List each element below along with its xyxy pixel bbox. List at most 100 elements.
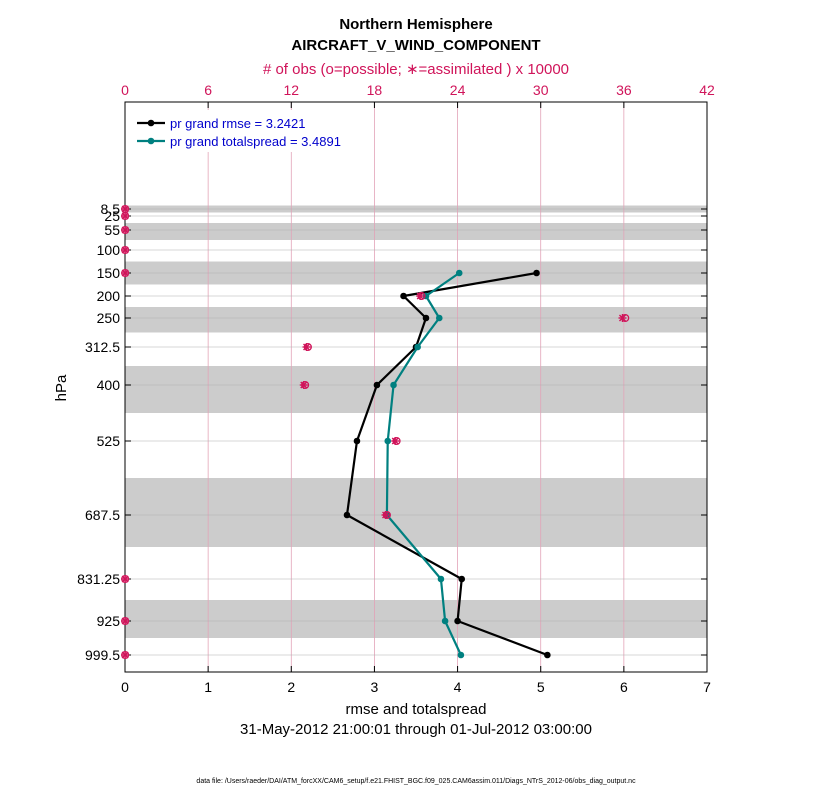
spread-point — [455, 269, 463, 277]
top-tick-label: 42 — [699, 82, 715, 98]
x-tick-label: 2 — [287, 679, 295, 695]
obs-assimilated-marker — [121, 269, 130, 277]
x-tick-label: 1 — [204, 679, 212, 695]
rmse-point — [343, 511, 351, 519]
y-tick-label: 400 — [97, 377, 121, 393]
rmse-point — [458, 575, 466, 583]
chart-subtitle: AIRCRAFT_V_WIND_COMPONENT — [291, 37, 540, 54]
y-tick-label: 8.5 — [101, 201, 121, 217]
rmse-point — [373, 381, 381, 389]
top-tick-label: 30 — [533, 82, 549, 98]
legend-spread-marker — [147, 137, 155, 145]
obs-star-stroke — [303, 343, 311, 351]
y-tick-label: 55 — [104, 222, 120, 238]
y-tick-label: 925 — [97, 613, 121, 629]
obs-assimilated-marker — [121, 205, 130, 213]
x-tick-label: 4 — [454, 679, 462, 695]
rmse-point — [544, 651, 551, 659]
rmse-point — [533, 269, 540, 277]
y-tick-label: 100 — [97, 242, 121, 258]
y-tick-label: 150 — [97, 265, 121, 281]
x-tick-label: 7 — [703, 679, 711, 695]
obs-assimilated-marker — [121, 617, 130, 625]
rmse-point — [400, 292, 407, 300]
level-band — [125, 307, 707, 333]
level-band — [125, 223, 707, 240]
obs-star-stroke — [416, 292, 424, 300]
x-axis-ticks: 0 1 2 3 4 5 6 7 — [121, 666, 711, 695]
top-tick-label: 18 — [367, 82, 383, 98]
obs-assimilated-marker — [121, 226, 130, 234]
obs-star-stroke — [121, 246, 129, 254]
spread-point — [437, 575, 445, 583]
obs-star-stroke — [618, 314, 626, 322]
obs-star-stroke — [382, 511, 390, 519]
x-tick-label: 3 — [371, 679, 379, 695]
y-axis-label: hPa — [53, 374, 70, 401]
obs-assimilated-marker — [121, 212, 130, 220]
top-axis-ticks: 0 6 12 18 24 30 36 42 — [121, 82, 715, 108]
level-band — [125, 478, 707, 547]
y-tick-label: 312.5 — [85, 339, 120, 355]
rmse-point — [422, 314, 430, 322]
obs-assimilated-marker — [299, 381, 308, 389]
legend-rmse-marker — [147, 119, 155, 127]
top-tick-label: 6 — [204, 82, 212, 98]
obs-assimilated-marker — [302, 343, 311, 351]
level-lines — [125, 208, 707, 656]
obs-assimilated-marker — [121, 246, 130, 254]
y-tick-label: 25 — [104, 208, 120, 224]
y-tick-label: 831.25 — [77, 571, 120, 587]
spread-point — [384, 437, 392, 445]
y-tick-label: 250 — [97, 310, 121, 326]
obs-star-stroke — [121, 617, 129, 625]
x-tick-label: 0 — [121, 679, 129, 695]
rmse-point — [454, 617, 461, 625]
spread-point — [441, 617, 449, 625]
obs-star-stroke — [121, 212, 129, 220]
obs-star-stroke — [121, 205, 129, 213]
obs-star-stroke — [121, 226, 129, 234]
x-tick-label: 5 — [537, 679, 545, 695]
spread-point — [435, 314, 443, 322]
chart-title: Northern Hemisphere — [339, 16, 492, 33]
top-tick-label: 12 — [283, 82, 299, 98]
data-file-footnote: data file: /Users/raeder/DAI/ATM_forcXX/… — [196, 778, 636, 785]
y-tick-label: 525 — [97, 433, 121, 449]
legend-spread-label: pr grand totalspread = 3.4891 — [170, 134, 341, 149]
y-tick-label: 687.5 — [85, 507, 120, 523]
obs-star-stroke — [121, 269, 129, 277]
series-rmse — [343, 269, 551, 659]
obs-assimilated-marker — [121, 575, 130, 583]
obs-star-stroke — [391, 437, 399, 445]
x-axis-label: rmse and totalspread — [346, 701, 487, 718]
date-range-label: 31-May-2012 21:00:01 through 01-Jul-2012… — [240, 721, 592, 738]
obs-star-stroke — [121, 575, 129, 583]
level-bands — [125, 205, 707, 638]
rmse-line — [345, 271, 548, 657]
obs-assimilated-marker — [381, 511, 390, 519]
legend-rmse-label: pr grand rmse = 3.2421 — [170, 116, 306, 131]
plot-frame — [124, 101, 708, 673]
top-axis-label: # of obs (o=possible; ∗=assimilated ) x … — [263, 61, 569, 78]
y-tick-label: 999.5 — [85, 647, 120, 663]
legend: pr grand rmse = 3.2421 pr grand totalspr… — [133, 110, 365, 152]
obs-count-markers — [121, 204, 630, 660]
obs-assimilated-marker — [391, 437, 400, 445]
rmse-point — [353, 437, 361, 445]
x-tick-label: 6 — [620, 679, 628, 695]
obs-star-stroke — [121, 651, 129, 659]
spread-point — [457, 651, 465, 659]
spread-point — [414, 343, 421, 351]
obs-star-stroke — [300, 381, 308, 389]
spread-line — [385, 272, 462, 656]
top-tick-label: 36 — [616, 82, 632, 98]
spread-point — [390, 381, 397, 389]
legend-box — [133, 110, 365, 152]
top-tick-label: 24 — [450, 82, 466, 98]
level-band — [125, 366, 707, 413]
level-band — [125, 600, 707, 638]
top-tick-label: 0 — [121, 82, 129, 98]
